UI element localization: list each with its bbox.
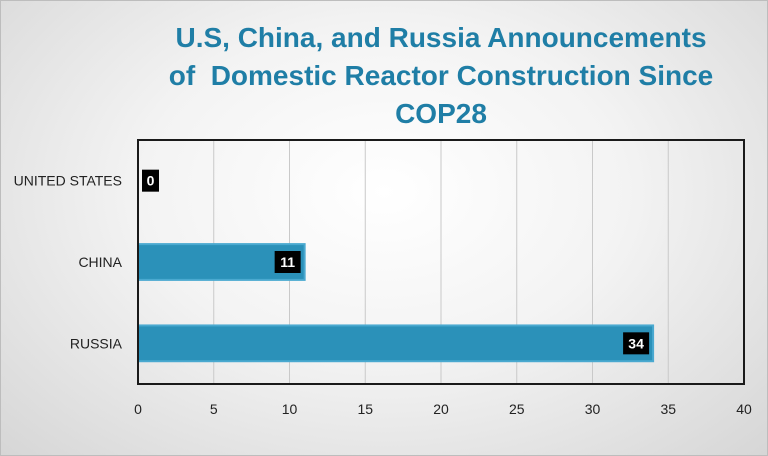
data-label-box: [142, 169, 159, 192]
chart-title: U.S, China, and Russia Announcements of …: [121, 19, 761, 133]
x-tick-label: 10: [282, 401, 298, 417]
data-label: 11: [280, 254, 295, 270]
data-label: 0: [147, 173, 155, 189]
x-tick-label: 30: [585, 401, 601, 417]
category-label: CHINA: [78, 254, 122, 270]
x-tick-label: 15: [357, 401, 373, 417]
data-label-box: [274, 251, 301, 273]
chart-title-line-3: COP28: [395, 98, 487, 129]
category-label: RUSSIA: [70, 335, 123, 351]
category-label: UNITED STATES: [14, 173, 122, 189]
x-tick-label: 25: [509, 401, 525, 417]
x-tick-label: 20: [433, 401, 449, 417]
x-tick-label: 5: [210, 401, 218, 417]
plot-border: [137, 139, 745, 385]
x-tick-label: 0: [134, 401, 142, 417]
chart-title-line-1: U.S, China, and Russia Announcements: [175, 22, 707, 53]
data-label: 34: [628, 335, 644, 351]
chart-title-line-2: of Domestic Reactor Construction Since: [168, 60, 714, 91]
x-tick-label: 40: [736, 401, 752, 417]
x-tick-label: 35: [660, 401, 676, 417]
bar: [137, 324, 655, 363]
data-label-box: [623, 332, 650, 355]
